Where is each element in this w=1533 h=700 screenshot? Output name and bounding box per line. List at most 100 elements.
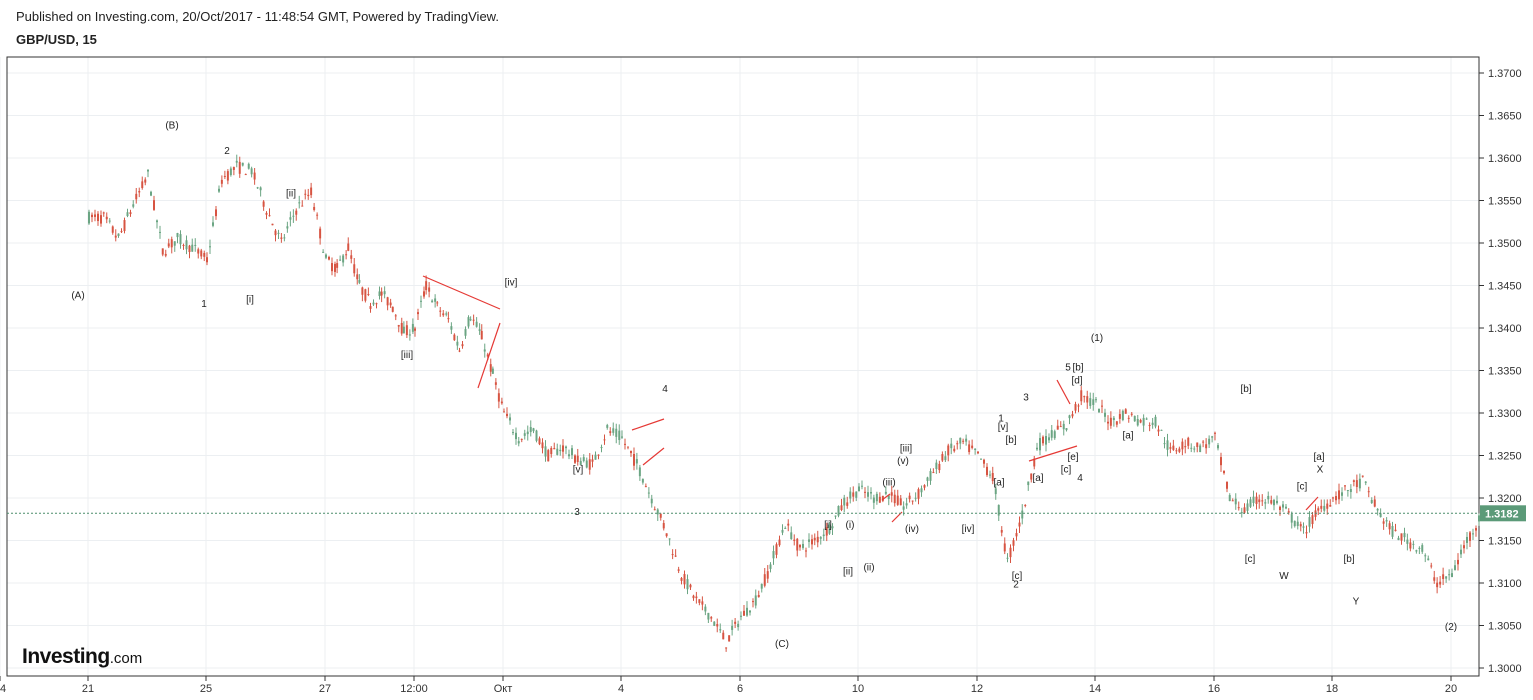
candle-body: [1403, 532, 1406, 538]
candle-body: [591, 459, 594, 462]
wave-label: (1): [1091, 333, 1103, 344]
candle-body: [319, 228, 322, 239]
candle-body: [1285, 506, 1287, 509]
wave-label: 1: [998, 414, 1004, 425]
candle-body: [1053, 431, 1056, 439]
wave-label: 3: [574, 507, 580, 518]
y-tick-label: 1.3300: [1488, 408, 1522, 420]
candle-body: [594, 454, 597, 460]
wave-label: [c]: [1012, 571, 1023, 582]
candle-body: [259, 187, 262, 191]
candle-body: [292, 215, 295, 217]
candle-body: [307, 194, 310, 197]
candle-body: [849, 491, 852, 499]
x-tick-label: 12: [971, 683, 983, 695]
candle-body: [737, 623, 740, 628]
candle-body: [1427, 558, 1430, 561]
candle-body: [1045, 436, 1047, 445]
trendline: [1056, 379, 1071, 405]
candle-body: [1332, 497, 1334, 499]
candle-body: [1249, 499, 1252, 507]
candle-body: [796, 538, 799, 551]
candle-body: [914, 497, 917, 499]
candle-body: [191, 244, 194, 252]
candle-body: [206, 257, 208, 263]
candle-body: [840, 505, 843, 510]
candle-body: [956, 443, 959, 445]
candle-body: [1255, 496, 1258, 504]
price-axis[interactable]: 1.3000 1.3050 1.3100 1.3150 1.3200 1.3250 1.33…: [1479, 68, 1522, 675]
candle-body: [105, 216, 108, 220]
candle-body: [1341, 492, 1343, 496]
wave-label: (C): [775, 639, 789, 650]
candle-body: [1276, 500, 1278, 504]
candle-body: [375, 303, 378, 305]
candle-body: [1293, 520, 1296, 527]
candle-body: [486, 354, 489, 357]
candle-body: [313, 206, 316, 210]
candle-body: [1466, 536, 1468, 543]
candle-body: [582, 457, 585, 461]
candle-body: [1172, 445, 1175, 450]
time-axis[interactable]: 21 25 27 12:00 Окт 4 6 10 12 14 16 18 20 24: [0, 676, 1457, 695]
x-tick-label: 18: [1326, 683, 1338, 695]
candle-body: [535, 430, 538, 441]
candle-body: [1460, 549, 1462, 555]
candle-body: [1127, 417, 1130, 419]
candle-body: [926, 477, 929, 481]
candle-body: [541, 442, 544, 449]
candle-body: [322, 251, 325, 253]
candle-body: [1329, 505, 1332, 507]
candle-body: [707, 612, 710, 620]
candle-body: [659, 513, 662, 518]
candle-body: [114, 235, 117, 238]
candle-body: [701, 601, 704, 605]
candle-body: [588, 459, 591, 470]
candle-body: [244, 174, 247, 176]
candle-body: [1382, 521, 1385, 524]
candle-body: [200, 250, 203, 257]
candle-body: [615, 428, 618, 437]
candle-body: [766, 571, 769, 579]
candle-body: [520, 438, 523, 440]
candle-body: [218, 188, 220, 192]
candle-body: [423, 291, 425, 297]
candle-body: [917, 489, 920, 499]
candle-body: [1196, 442, 1199, 448]
candle-body: [618, 430, 621, 441]
candle-body: [467, 317, 470, 327]
candle-body: [120, 231, 123, 233]
wave-label: [v]: [573, 465, 584, 476]
candle-body: [1074, 404, 1077, 411]
candle-body: [1080, 390, 1083, 402]
candle-body: [353, 264, 356, 274]
candle-body: [746, 607, 748, 616]
candle-body: [1018, 522, 1021, 527]
candle-body: [929, 471, 932, 481]
candle-body: [431, 300, 434, 303]
candle-body: [405, 325, 408, 336]
wave-label: (iii): [882, 477, 895, 488]
candle-body: [464, 329, 467, 336]
candle-body: [816, 536, 819, 543]
candle-body: [695, 596, 698, 599]
candle-body: [808, 539, 810, 542]
candle-body: [1139, 419, 1142, 423]
candle-body: [500, 401, 503, 404]
candle-body: [144, 179, 147, 183]
candle-body: [1451, 573, 1453, 577]
candle-body: [861, 485, 863, 487]
candle-body: [497, 393, 500, 402]
candle-body: [884, 491, 887, 494]
wave-label: (v): [897, 456, 909, 467]
candle-body: [102, 212, 105, 214]
candle-body: [680, 578, 683, 581]
candle-body: [523, 433, 526, 436]
candle-body: [1220, 457, 1222, 466]
candle-body: [1261, 500, 1264, 502]
wave-label: 5: [1065, 363, 1071, 374]
candle-body: [544, 446, 547, 457]
candle-body: [1246, 503, 1249, 511]
candle-body: [1006, 557, 1009, 559]
